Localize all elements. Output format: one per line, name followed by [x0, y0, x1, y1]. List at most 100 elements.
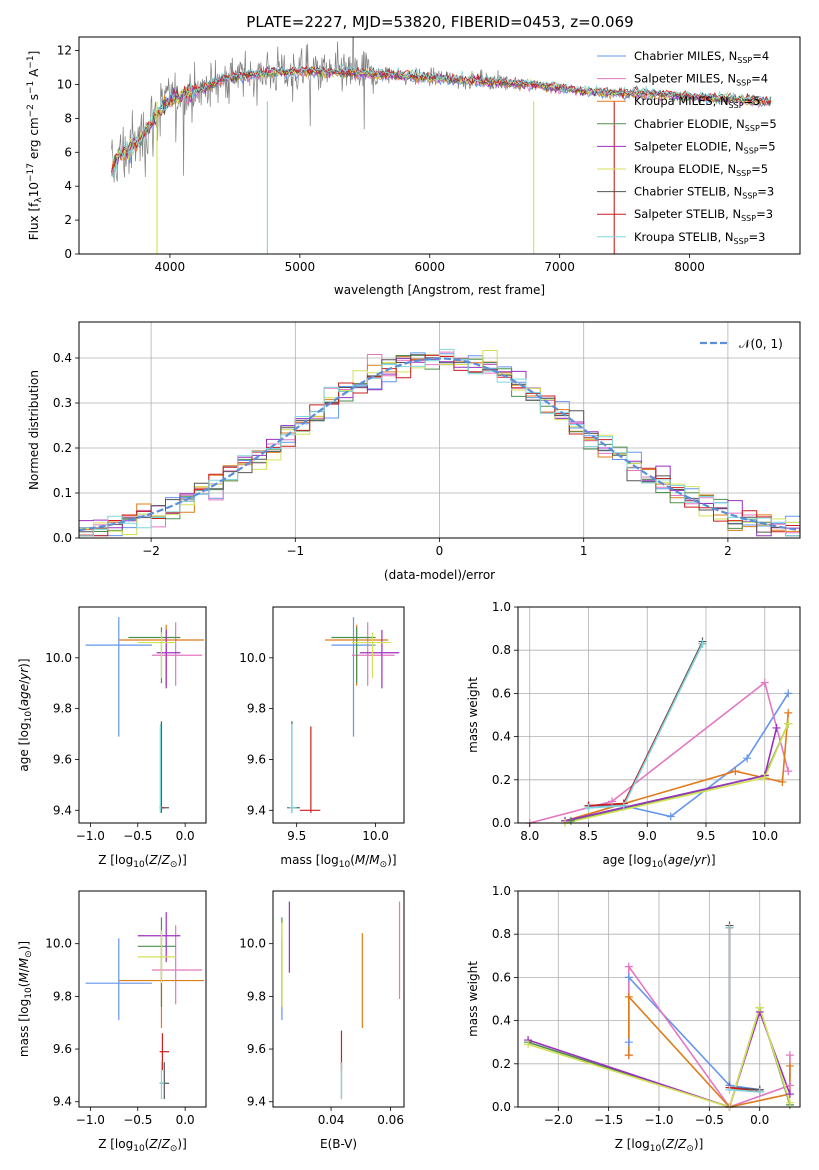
x-axis-label: wavelength [Angstrom, rest frame] — [334, 283, 545, 297]
residual-histogram — [79, 348, 800, 537]
axis-label-part: erg cm — [27, 117, 41, 163]
axis-label-part: Flux [f — [27, 202, 41, 240]
axis-label-part: Z [log — [98, 1137, 133, 1151]
weight-marker — [755, 1003, 764, 1012]
legend-label-value: =3 — [749, 230, 766, 244]
y-tick-label: 9.8 — [53, 702, 72, 716]
page-title: PLATE=2227, MJD=53820, FIBERID=0453, z=0… — [246, 13, 633, 31]
axis-label: Flux [fλ10−17 erg cm−2 s−1 A−1] — [26, 51, 44, 241]
axis-label-part: M — [17, 972, 31, 983]
chart-weight-vs-Z: −2.0 −1.5 −1.0 −0.5 0.0 0.0 0.2 0.4 0.6 0.8 1.0 Z [… — [466, 884, 801, 1154]
y-tick-label: 0.4 — [53, 351, 72, 365]
axis-label-part: ⊙ — [170, 860, 178, 870]
y-tick-label: 0.6 — [492, 686, 511, 700]
weight-line — [588, 643, 704, 809]
x-tick-label: 0.0 — [176, 1113, 195, 1127]
x-tick-label: −1.0 — [76, 829, 105, 843]
y-tick-label: 10.0 — [45, 651, 72, 665]
axis-label-part: )] — [177, 853, 186, 867]
axis-label-part: )] — [387, 853, 396, 867]
x-axis-label: (data-model)/error — [384, 568, 495, 582]
weight-marker — [778, 777, 787, 786]
weight-marker — [785, 1098, 794, 1107]
y-tick-label: 0.0 — [492, 1100, 511, 1114]
axis-label-part: M — [355, 853, 366, 867]
x-tick-label: 0.04 — [318, 1113, 345, 1127]
axis-label-part: 10 — [24, 987, 34, 999]
weight-marker — [608, 797, 616, 806]
weight-line — [728, 927, 760, 1093]
plot-area — [79, 348, 800, 537]
axis-label-part: ( — [661, 1137, 666, 1151]
legend-label-value: =5 — [751, 162, 768, 176]
y-tick-label: 9.4 — [247, 1095, 266, 1109]
axis-label-part: yr — [17, 667, 31, 681]
axis-label-part: Z — [161, 853, 171, 867]
axis-label-part: 10 — [133, 860, 145, 870]
legend-label-name: Kroupa STELIB, N — [634, 230, 734, 244]
axis-label-part: ( — [145, 853, 150, 867]
axis-label: Z [log10(Z/Z⊙)] — [98, 1137, 187, 1154]
axis-label: mass [log10(M/M⊙)] — [17, 941, 34, 1057]
axis-label-part: / — [158, 853, 163, 867]
y-tick-label: 0.2 — [53, 441, 72, 455]
y-axis-label: mass weight — [466, 677, 480, 753]
axis-label-part: 10 — [339, 860, 351, 870]
axis-label-part: ( — [145, 1137, 150, 1151]
y-tick-label: 6 — [64, 145, 72, 159]
weight-marker — [743, 754, 752, 763]
axis-label-part: 10 — [650, 1144, 662, 1154]
y-tick-label: 12 — [57, 44, 72, 58]
legend-label-name: Salpeter ELODIE, N — [634, 139, 744, 153]
axis-label-part: 10 — [652, 860, 664, 870]
y-tick-label: 10 — [57, 77, 72, 91]
legend-label-sub: SSP — [734, 237, 749, 246]
axis-label: Z [log10(Z/Z⊙)] — [98, 853, 187, 870]
axis-label-part: −2 — [26, 104, 36, 117]
axis-label-part: ⊙ — [24, 950, 34, 958]
y-tick-label: 2 — [64, 213, 72, 227]
y-tick-label: 0.8 — [492, 643, 511, 657]
axes-frame — [78, 36, 801, 255]
plot-area — [111, 37, 772, 254]
x-tick-label: 7000 — [544, 260, 575, 274]
y-tick-label: 1.0 — [492, 884, 511, 898]
axis-label-part: mass [log — [17, 999, 31, 1057]
legend-label-value: =4 — [751, 72, 768, 86]
legend-label-sub: SSP — [736, 79, 751, 88]
axis-label-part: Z — [148, 1137, 158, 1151]
model-spectrum — [111, 65, 772, 175]
axis-label-part: / — [674, 1137, 679, 1151]
axis-label: age [log10(age/yr)] — [602, 853, 715, 870]
chart-residuals: 𝒩(0, 1) −2 −1 0 1 2 0.0 0.1 0.2 0.3 0.4 (data-model… — [27, 321, 801, 582]
legend-label: Salpeter STELIB, NSSP=3 — [634, 207, 773, 223]
axis-label-part: )] — [706, 853, 715, 867]
axis-label-part: / — [17, 967, 31, 972]
x-axis-label: E(B-V) — [320, 1137, 357, 1151]
weight-marker — [624, 992, 633, 1001]
x-tick-label: 6000 — [414, 260, 445, 274]
legend-label-value: =3 — [756, 207, 773, 221]
axis-label-part: −1 — [26, 81, 36, 94]
x-tick-label: −1.5 — [594, 1113, 623, 1127]
axis-label-part: )] — [17, 658, 31, 667]
weight-marker — [785, 1081, 794, 1090]
x-tick-label: 1 — [580, 544, 588, 558]
legend-label: Chabrier MILES, NSSP=4 — [634, 49, 769, 65]
weight-line — [728, 925, 760, 1091]
y-tick-label: 9.6 — [53, 752, 72, 766]
x-tick-label: 0 — [436, 544, 444, 558]
x-tick-label: −1.0 — [76, 1113, 105, 1127]
axis-label: mass [log10(M/M⊙)] — [280, 853, 396, 870]
weight-line — [588, 641, 704, 807]
axis-label-part: ( — [350, 853, 355, 867]
y-tick-label: 9.4 — [247, 803, 266, 817]
x-tick-label: 0.06 — [377, 1113, 404, 1127]
plot-area — [85, 912, 205, 1100]
axis-label-part: Z [log — [615, 1137, 650, 1151]
y-tick-label: 9.8 — [247, 989, 266, 1003]
x-tick-label: 10.0 — [751, 829, 778, 843]
model-spectrum — [111, 63, 772, 179]
x-tick-label: 0.0 — [750, 1113, 769, 1127]
